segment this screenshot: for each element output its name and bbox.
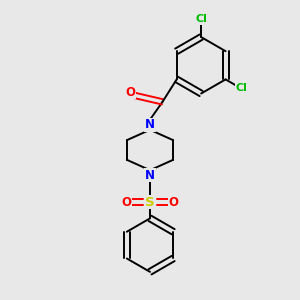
- Text: O: O: [169, 196, 179, 208]
- Text: N: N: [145, 169, 155, 182]
- Text: Cl: Cl: [235, 83, 247, 93]
- Text: S: S: [145, 196, 155, 208]
- Text: O: O: [121, 196, 131, 208]
- Text: Cl: Cl: [195, 14, 207, 24]
- Text: O: O: [125, 86, 135, 99]
- Text: N: N: [145, 118, 155, 131]
